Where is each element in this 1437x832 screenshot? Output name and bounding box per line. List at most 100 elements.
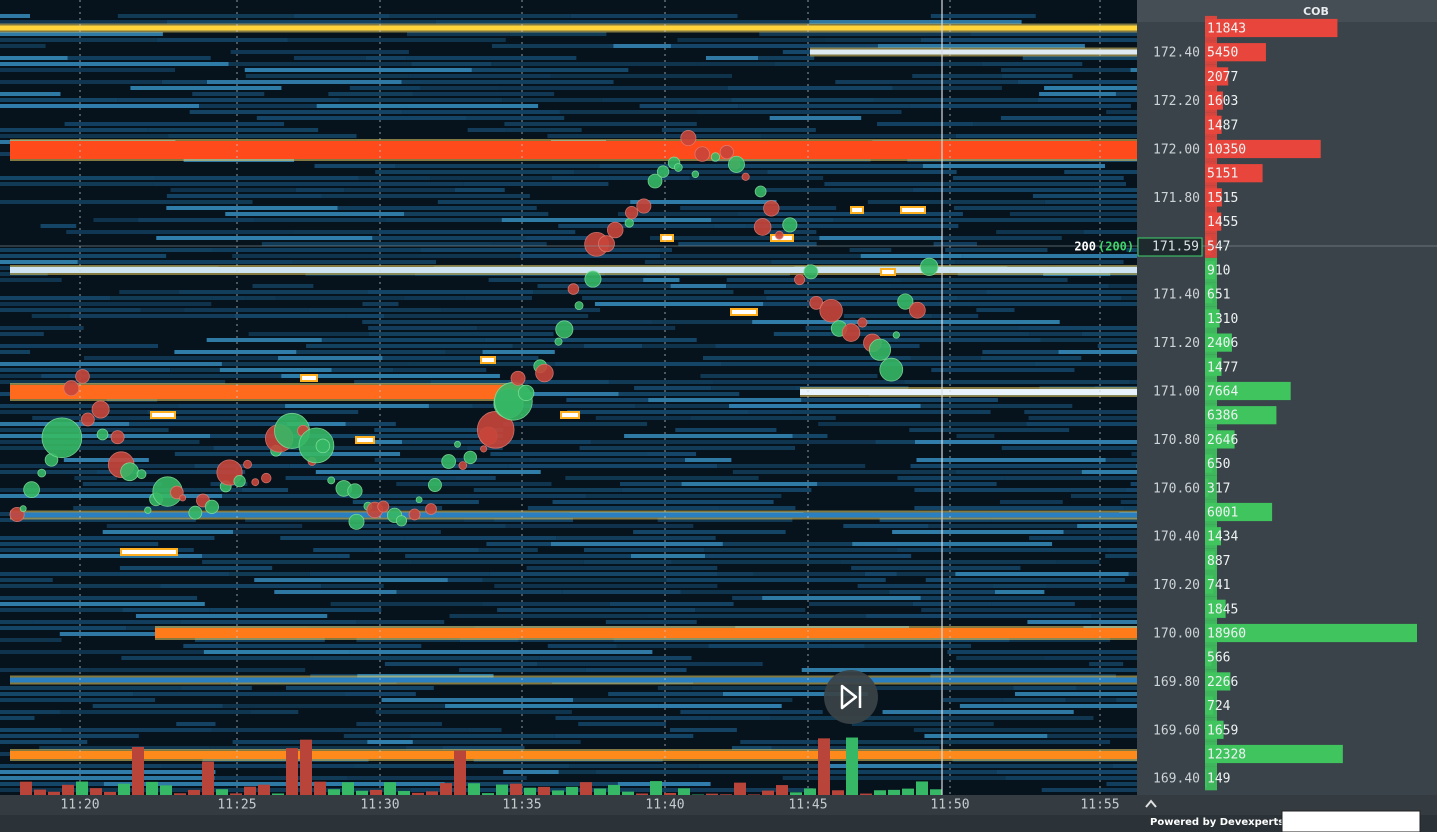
trade-bubble [315,438,331,454]
heat-cell [729,404,921,408]
heat-cell [160,584,322,588]
cob-volume: 7664 [1207,385,1238,400]
heat-cell [384,662,538,666]
heat-cell [726,278,902,282]
heat-cell [0,518,196,522]
heat-cell [700,374,878,378]
heat-cell [382,356,539,360]
heat-cell [82,482,162,486]
heat-cell [381,20,436,24]
heat-cell [649,236,820,240]
heat-cell [774,62,982,66]
heat-cell [713,224,747,228]
price-label: 169.80 [1153,675,1200,690]
heat-cell [709,716,771,720]
heat-cell [608,692,723,696]
heat-cell [680,590,890,594]
play-icon [840,684,858,710]
cob-volume: 910 [1207,264,1230,279]
heat-cell [0,470,97,474]
cob-volume: 6386 [1207,409,1238,424]
heat-cell [489,572,718,576]
trade-bubble [91,400,110,419]
heat-cell [349,524,506,528]
heat-cell [349,86,421,90]
heat-cell [746,224,959,228]
heat-cell [574,170,768,174]
heat-band [10,267,1137,273]
heat-cell [0,578,53,582]
heat-cell [753,572,865,576]
heat-cell [179,290,368,294]
heat-cell [235,416,298,420]
heat-cell [583,548,705,552]
heat-cell [0,464,195,468]
heat-cell [293,56,366,60]
heat-cell [621,488,812,492]
heat-cell [232,740,368,744]
volume-bar [496,784,508,795]
play-button[interactable] [824,670,878,724]
heat-cell [809,602,913,606]
heat-cell [677,38,825,42]
heat-cell [843,314,933,318]
heat-cell [222,704,446,708]
heat-cell [286,422,346,426]
heat-cell [356,722,443,726]
heat-cell [702,356,911,360]
volume-bar [734,782,746,795]
cob-volume: 1845 [1207,602,1238,617]
heat-cell [639,104,739,108]
heat-cell [912,74,1002,78]
cob-volume: 1310 [1207,312,1238,327]
cob-bar [1205,309,1220,328]
trade-bubble [598,235,615,253]
cob-volume: 651 [1207,288,1230,303]
heat-cell [463,182,609,186]
heat-cell [129,422,287,426]
heat-cell [705,554,912,558]
heat-cell [406,32,510,36]
heatmap [0,14,1356,792]
heat-cell [252,284,314,288]
expand-icon[interactable] [1145,799,1157,808]
heat-cell [463,518,494,522]
heat-cell [0,104,200,108]
heat-cell [1056,560,1100,564]
cob-bar [1205,333,1232,352]
heat-cell [375,170,575,174]
volume-bar [174,793,186,795]
search-input[interactable] [1281,810,1421,832]
heat-cell [0,56,68,60]
heat-cell [0,380,226,384]
heat-cell [194,464,290,468]
heat-cell [490,452,648,456]
heat-cell [630,200,777,204]
cob-bar [1205,164,1263,183]
heat-cell [404,212,549,216]
heat-cell [891,284,1109,288]
heat-cell [119,290,180,294]
heat-cell [282,434,503,438]
heat-cell [437,200,631,204]
cob-volume: 10350 [1207,143,1246,158]
heat-cell [970,32,1174,36]
heat-cell [222,494,421,498]
heat-cell [996,230,1084,234]
heat-cell [371,254,520,258]
heat-cell [133,692,346,696]
heat-cell [864,572,897,576]
heat-cell [250,710,299,714]
heat-cell [506,128,582,132]
heat-cell [490,242,547,246]
heat-cell [571,320,653,324]
heat-cell [321,338,485,342]
heat-cell [374,428,504,432]
cob-volume: 18960 [1207,627,1246,642]
heat-cell [445,350,483,354]
trades [9,130,939,530]
volume-bar [34,789,46,795]
heat-cell [482,350,555,354]
price-label: 171.00 [1153,385,1200,400]
heat-cell [830,332,1030,336]
